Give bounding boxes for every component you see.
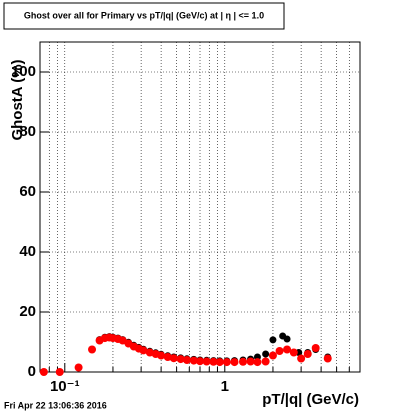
point	[230, 358, 239, 367]
point	[39, 368, 48, 376]
y-tick-label: 0	[28, 363, 36, 380]
chart-title: Ghost over all for Primary vs pT/|q| (Ge…	[24, 10, 264, 20]
point	[253, 358, 262, 367]
point	[176, 355, 185, 364]
point	[261, 357, 270, 366]
point	[182, 356, 191, 364]
y-tick-label: 40	[19, 243, 36, 260]
title-box	[3, 2, 285, 30]
point	[169, 354, 178, 363]
point	[289, 348, 298, 357]
point	[311, 344, 320, 352]
x-tick-label: 1	[221, 378, 229, 395]
point	[157, 351, 166, 360]
point	[55, 368, 64, 376]
point	[262, 350, 270, 358]
point	[163, 353, 172, 361]
timestamp: Fri Apr 22 13:06:36 2016	[4, 400, 107, 410]
x-axis-label: pT/|q| (GeV/c)	[262, 391, 359, 408]
point	[268, 351, 277, 360]
point	[283, 345, 292, 354]
point	[189, 356, 198, 365]
y-tick-label: 100	[11, 63, 36, 80]
point	[209, 357, 218, 366]
point	[88, 345, 97, 354]
point	[275, 347, 284, 355]
y-axis-label: GhostA (%)	[9, 59, 26, 140]
point	[323, 354, 332, 363]
point	[297, 354, 306, 363]
point	[139, 346, 148, 355]
point	[215, 358, 224, 367]
point	[222, 358, 231, 367]
point	[283, 335, 291, 343]
y-tick-label: 80	[19, 123, 36, 140]
y-tick-label: 20	[19, 303, 36, 320]
point	[196, 357, 204, 366]
point	[269, 336, 277, 344]
x-tick-label: 10⁻¹	[50, 378, 80, 395]
point	[303, 350, 312, 358]
y-tick-label: 60	[19, 183, 36, 200]
point	[202, 357, 211, 366]
point	[74, 363, 83, 372]
point	[246, 357, 255, 366]
point	[239, 357, 248, 366]
